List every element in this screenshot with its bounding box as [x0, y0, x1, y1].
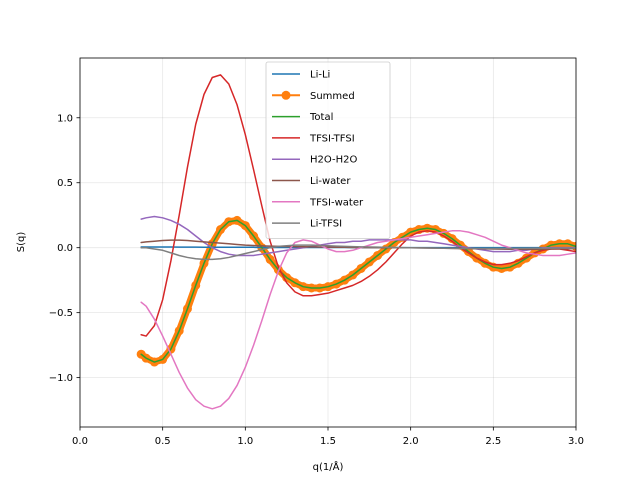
series-h2o-h2o [140, 215, 576, 257]
legend-label: H2O-H2O [310, 155, 358, 166]
legend-item-total: Total [272, 112, 333, 123]
legend-label: Li-TFSI [310, 219, 342, 230]
x-tick-label: 0.5 [155, 436, 171, 447]
legend-label: Li-water [310, 176, 351, 187]
legend-item-summed: Summed [272, 90, 355, 102]
y-tick-label: 1.0 [57, 113, 73, 124]
legend-label: Total [309, 112, 333, 123]
legend-label: Summed [310, 91, 355, 102]
x-tick-label: 3.0 [568, 436, 584, 447]
x-tick-label: 2.5 [485, 436, 501, 447]
series-line-li-tfsi [140, 244, 576, 261]
x-axis-label: q(1/Å) [313, 460, 344, 473]
legend-marker [281, 90, 291, 100]
x-tick-label: 1.0 [237, 436, 253, 447]
x-tick-label: 2.0 [403, 436, 419, 447]
x-tick-label: 1.5 [320, 436, 336, 447]
legend-item-h2o-h2o: H2O-H2O [272, 155, 358, 166]
y-tick-label: −0.5 [49, 308, 73, 319]
series-line-tfsi-water [140, 230, 576, 410]
legend-item-li-li: Li-Li [272, 70, 330, 81]
legend-item-li-water: Li-water [272, 176, 351, 187]
data-series [136, 74, 576, 410]
series-li-tfsi [140, 244, 576, 261]
legend-label: Li-Li [310, 70, 330, 81]
series-line-tfsi-tfsi [140, 74, 576, 337]
y-tick-label: 0.0 [57, 243, 73, 254]
y-tick-label: 0.5 [57, 178, 73, 189]
legend-item-tfsi-water: TFSI-water [272, 197, 364, 208]
legend-box [265, 61, 391, 239]
legend-item-li-tfsi: Li-TFSI [272, 219, 342, 230]
x-tick-label: 0.0 [72, 436, 88, 447]
series-tfsi-tfsi [140, 74, 576, 337]
y-axis-label: S(q) [16, 232, 27, 253]
legend-label: TFSI-water [309, 197, 364, 208]
axis-ticks: 0.0 0.5 1.0 1.5 2.0 2.5 3.0 −1.0 −0.5 0.0 0.5 1.0 [49, 113, 584, 447]
series-line-h2o-h2o [140, 215, 576, 257]
y-tick-label: −1.0 [49, 373, 73, 384]
legend-item-tfsi-tfsi: TFSI-TFSI [272, 133, 355, 144]
legend-label: TFSI-TFSI [309, 133, 355, 144]
legend: Li-Li Summed Total TFSI-TFSI H2O-H2O Li-water… [265, 61, 391, 239]
series-tfsi-water [140, 230, 576, 410]
